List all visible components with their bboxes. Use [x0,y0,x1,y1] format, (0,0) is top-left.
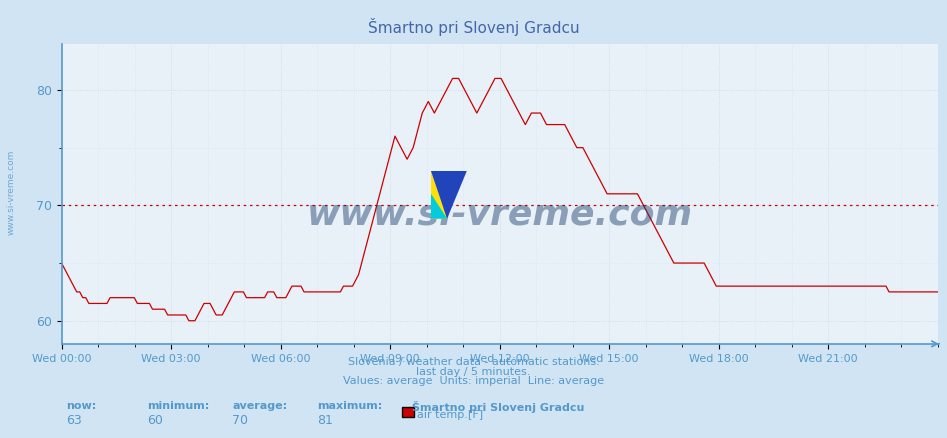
Text: Šmartno pri Slovenj Gradcu: Šmartno pri Slovenj Gradcu [367,18,580,35]
Polygon shape [431,171,467,219]
Polygon shape [431,194,447,219]
Text: 70: 70 [232,414,248,427]
Text: now:: now: [66,401,97,411]
Text: Values: average  Units: imperial  Line: average: Values: average Units: imperial Line: av… [343,376,604,386]
Text: minimum:: minimum: [147,401,209,411]
Polygon shape [431,171,447,219]
Text: 81: 81 [317,414,333,427]
Text: Slovenia / weather data - automatic stations.: Slovenia / weather data - automatic stat… [348,357,599,367]
Text: air temp.[F]: air temp.[F] [417,410,483,420]
Text: 63: 63 [66,414,82,427]
Text: www.si-vreme.com: www.si-vreme.com [307,198,692,232]
Text: 60: 60 [147,414,163,427]
Text: Šmartno pri Slovenj Gradcu: Šmartno pri Slovenj Gradcu [412,401,584,413]
Text: average:: average: [232,401,287,411]
Text: last day / 5 minutes.: last day / 5 minutes. [417,367,530,377]
Text: maximum:: maximum: [317,401,383,411]
Text: www.si-vreme.com: www.si-vreme.com [7,150,16,235]
